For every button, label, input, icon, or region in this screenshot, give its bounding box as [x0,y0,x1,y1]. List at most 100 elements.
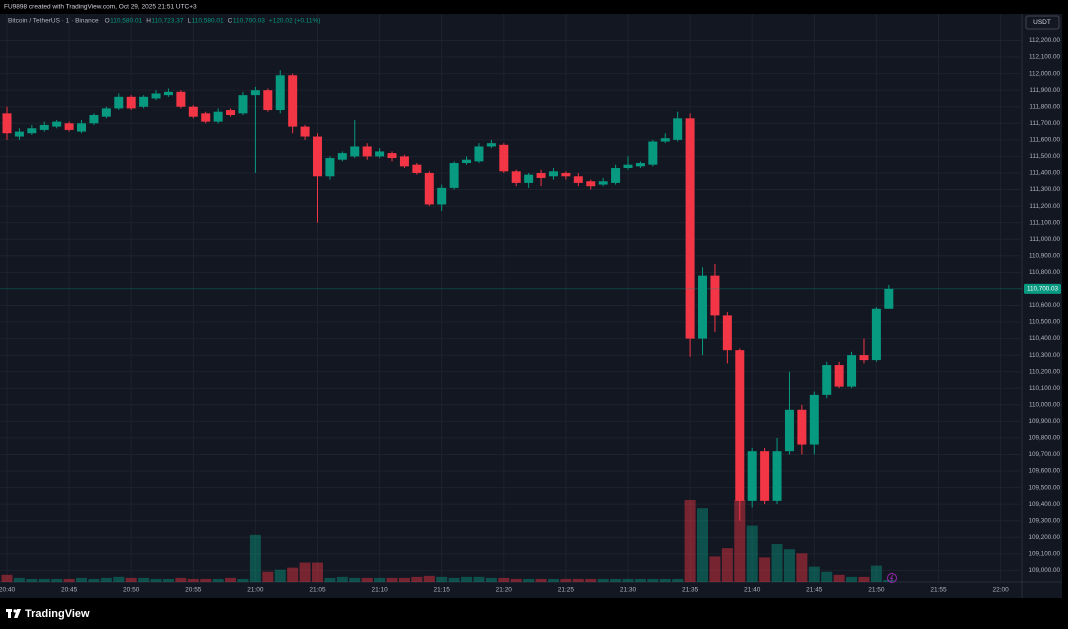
candle-body [772,451,782,501]
volume-bar [113,576,125,582]
last-price-box [1024,283,1061,294]
y-tick-label: 111,100.00 [1029,219,1060,226]
ohlc-key: H [146,18,151,25]
ohlc-value: 110,723.37 [151,18,183,25]
candle-body [462,159,472,164]
candle-body [698,275,708,339]
candle-body [586,181,596,187]
volume-bar [461,576,473,582]
candle-body [611,168,621,183]
y-tick-label: 111,500.00 [1029,153,1060,160]
volume-bar [870,565,882,582]
y-tick-label: 110,900.00 [1029,252,1061,259]
candle-body [561,172,571,177]
volume-bar [175,577,187,582]
candle-body [201,113,211,122]
x-tick-label: 21:35 [682,587,699,594]
volume-bar [572,578,584,582]
candle-body [685,118,695,339]
candle-body [784,409,794,452]
ohlc-value: 110,700.03 [233,18,265,25]
ohlc-change: +120.02 (+0.11%) [269,18,321,25]
y-tick-label: 110,800.00 [1029,269,1061,276]
volume-bar [734,500,746,582]
y-tick-label: 112,200.00 [1029,37,1061,44]
volume-bar [821,571,833,582]
volume-bar [672,578,684,582]
volume-bar [299,562,311,582]
volume-pane [1,500,895,582]
volume-bar [386,577,398,582]
candle-body [884,288,894,309]
candle-body [325,158,335,177]
candle-body [2,113,12,134]
volume-bar [510,578,522,582]
candle-body [151,93,161,99]
volume-bar [349,577,361,582]
x-tick-label: 21:40 [744,587,761,594]
candle-body [14,131,24,137]
event-icon[interactable] [887,573,897,583]
volume-bar [498,577,510,582]
candle-body [760,451,770,501]
volume-bar [858,576,870,582]
volume-bar [225,577,237,582]
volume-bar [585,578,597,582]
candle-body [722,315,732,351]
grid [0,14,1022,582]
volume-bar [13,577,25,582]
logo-slash [14,609,21,618]
candle-body [573,176,583,183]
volume-bar [237,578,249,582]
volume-bar [547,578,559,582]
candle-body [114,96,124,109]
candle-body [524,174,534,183]
ohlc-legend: O 110,580.01 H 110,723.37 L 110,580.01 C 110,70… [105,18,321,25]
candle-body [847,355,857,387]
candle-body [511,171,521,183]
candle-body [437,187,447,205]
candle-body [39,124,49,130]
candle-body [474,146,484,162]
y-tick-label: 110,400.00 [1029,335,1061,342]
x-tick-label: 21:05 [309,587,326,594]
candle-body [424,172,434,205]
candle-body [598,181,608,185]
volume-bar [336,576,348,582]
ohlc-value: 110,580.01 [110,18,142,25]
candle-body [797,409,807,445]
volume-bar [473,576,485,582]
volume-bar [187,578,199,582]
candle-body [648,141,658,165]
volume-bar [684,500,696,582]
x-tick-label: 22:00 [992,587,1009,594]
y-tick-label: 110,100.00 [1029,385,1061,392]
candle-body [809,394,819,445]
volume-bar [324,577,336,582]
candle-body [238,95,248,114]
volume-bar [697,508,709,582]
candle-body [623,164,633,169]
volume-bar [51,578,63,582]
y-tick-label: 109,800.00 [1028,435,1060,442]
x-tick-label: 21:20 [496,587,513,594]
volume-bar [76,577,88,582]
candle-body [313,136,322,177]
currency-box[interactable] [1025,15,1060,30]
volume-bar [759,557,771,582]
volume-bar [846,576,858,582]
candle-body [77,123,87,132]
currency[interactable]: USDT [1033,19,1051,26]
y-tick-label: 111,000.00 [1029,236,1060,243]
candle-body [27,128,37,134]
candle-body [350,146,360,157]
volume-bar [1,574,13,582]
volume-bar [535,578,547,582]
candle-body [548,171,558,177]
volume-bar [597,578,609,582]
volume-bar [398,577,410,582]
volume-bar [448,577,460,582]
volume-bar [423,575,435,582]
ohlc-value: 110,580.01 [192,18,224,25]
y-tick-label: 109,400.00 [1028,501,1060,508]
